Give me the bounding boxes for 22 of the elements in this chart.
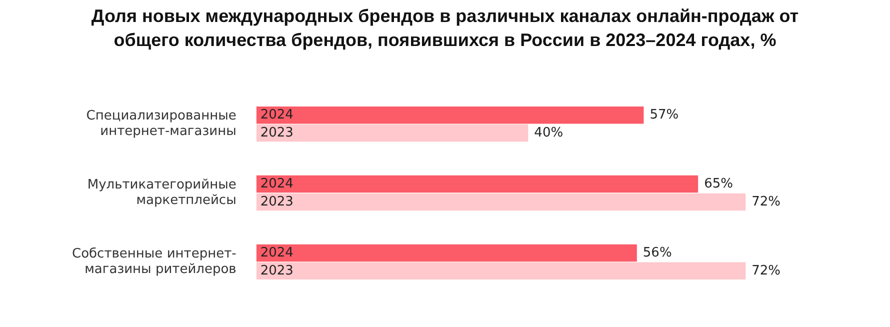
data-label: 65% [704, 176, 733, 192]
bar [256, 193, 746, 211]
y-tick-label: Мультикатегорийные маркетплейсы [87, 178, 236, 208]
data-label: 72% [752, 263, 781, 278]
data-label: 57% [650, 107, 679, 122]
data-label: 40% [534, 125, 564, 140]
data-label: 72% [752, 194, 781, 210]
bar [256, 175, 698, 193]
series-label: 2023 [260, 194, 294, 210]
data-label: 56% [642, 245, 672, 260]
text: 2023 [260, 125, 294, 140]
bar [256, 244, 637, 262]
y-tick-label: Собственные интернет-магазины ритейлеров [72, 246, 237, 278]
bar [256, 106, 644, 124]
text: 2023 [260, 263, 294, 278]
text: 2024 [260, 107, 294, 122]
chart-title: Доля новых международных брендов в различных каналах онлайн-продаж от общего количества брендов, появившихся в России в 2023–2024 годах, % [90, 5, 800, 52]
bar [256, 124, 528, 142]
y-tick-label: Специализированные интернет-магазины [86, 108, 236, 140]
text: 2024 [260, 176, 294, 192]
series-label: 2024 [260, 245, 294, 260]
bar [256, 262, 746, 280]
